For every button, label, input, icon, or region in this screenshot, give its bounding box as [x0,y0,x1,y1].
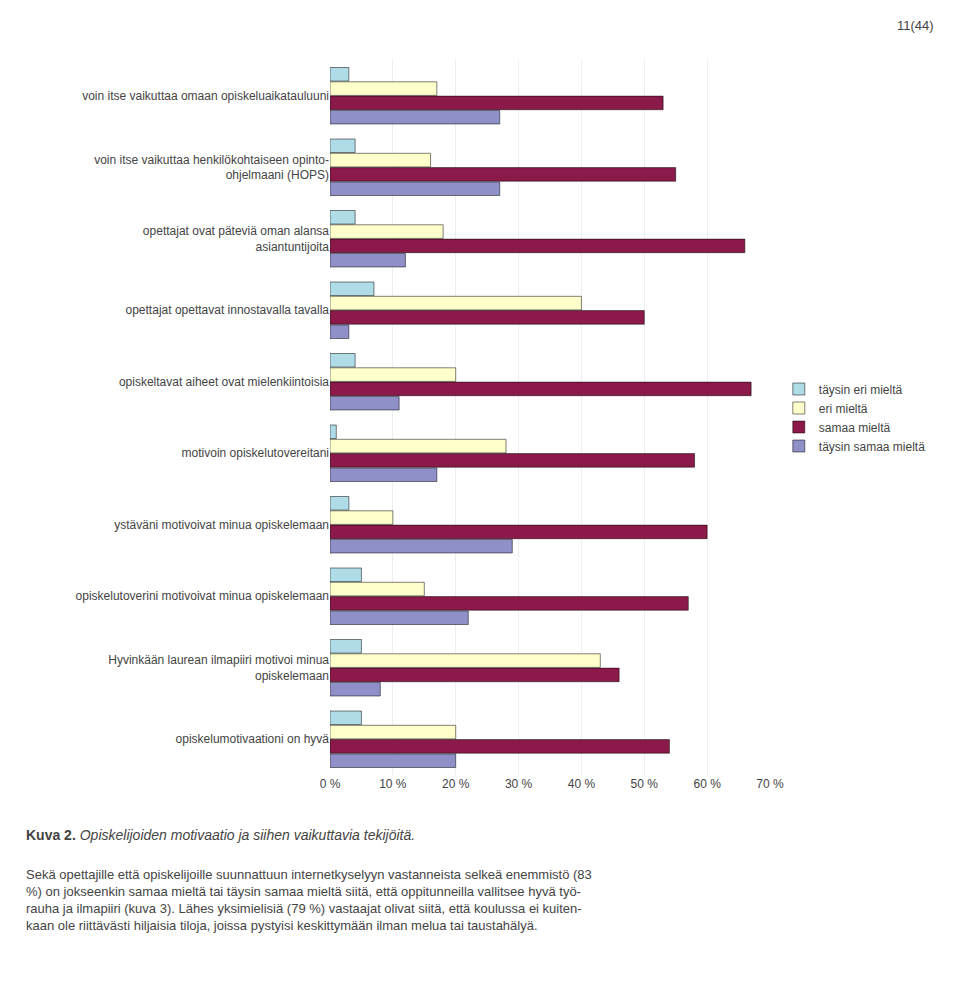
svg-text:opiskeltavat aiheet ovat miele: opiskeltavat aiheet ovat mielenkiintoisi… [119,375,329,389]
svg-text:voin itse vaikuttaa omaan opis: voin itse vaikuttaa omaan opiskeluaikata… [82,89,329,103]
svg-text:opiskelumotivaationi on hyvä: opiskelumotivaationi on hyvä [176,732,330,746]
svg-text:opettajat opettavat innostaval: opettajat opettavat innostavalla tavalla [126,303,330,317]
svg-text:motivoin opiskelutovereitani: motivoin opiskelutovereitani [182,446,329,460]
svg-text:voin itse vaikuttaa henkilökoh: voin itse vaikuttaa henkilökohtaiseen op… [94,153,329,183]
svg-text:Sekä opettajille että opiskeli: Sekä opettajille että opiskelijoille suu… [26,867,592,933]
svg-text:0 %: 0 % [320,777,341,791]
svg-text:Kuva 2. Opiskelijoiden motivaa: Kuva 2. Opiskelijoiden motivaatio ja sii… [26,827,415,843]
svg-text:60 %: 60 % [693,777,721,791]
svg-text:Hyvinkään laurean ilmapiiri mo: Hyvinkään laurean ilmapiiri motivoi minu… [108,653,329,683]
svg-text:samaa mieltä: samaa mieltä [819,421,891,435]
svg-text:11(44): 11(44) [897,18,934,33]
svg-text:30 %: 30 % [505,777,533,791]
svg-text:40 %: 40 % [568,777,596,791]
svg-text:opettajat ovat päteviä oman al: opettajat ovat päteviä oman alansaasiant… [143,224,329,254]
svg-text:50 %: 50 % [631,777,659,791]
svg-text:10 %: 10 % [379,777,407,791]
svg-text:opiskelutoverini motivoivat mi: opiskelutoverini motivoivat minua opiske… [76,589,329,603]
svg-text:täysin samaa mieltä: täysin samaa mieltä [819,440,925,454]
svg-text:70 %: 70 % [756,777,784,791]
svg-text:täysin eri mieltä: täysin eri mieltä [819,383,903,397]
svg-text:ystäväni motivoivat minua opis: ystäväni motivoivat minua opiskelemaan [114,518,329,532]
svg-text:20 %: 20 % [442,777,470,791]
svg-text:eri mieltä: eri mieltä [819,402,868,416]
